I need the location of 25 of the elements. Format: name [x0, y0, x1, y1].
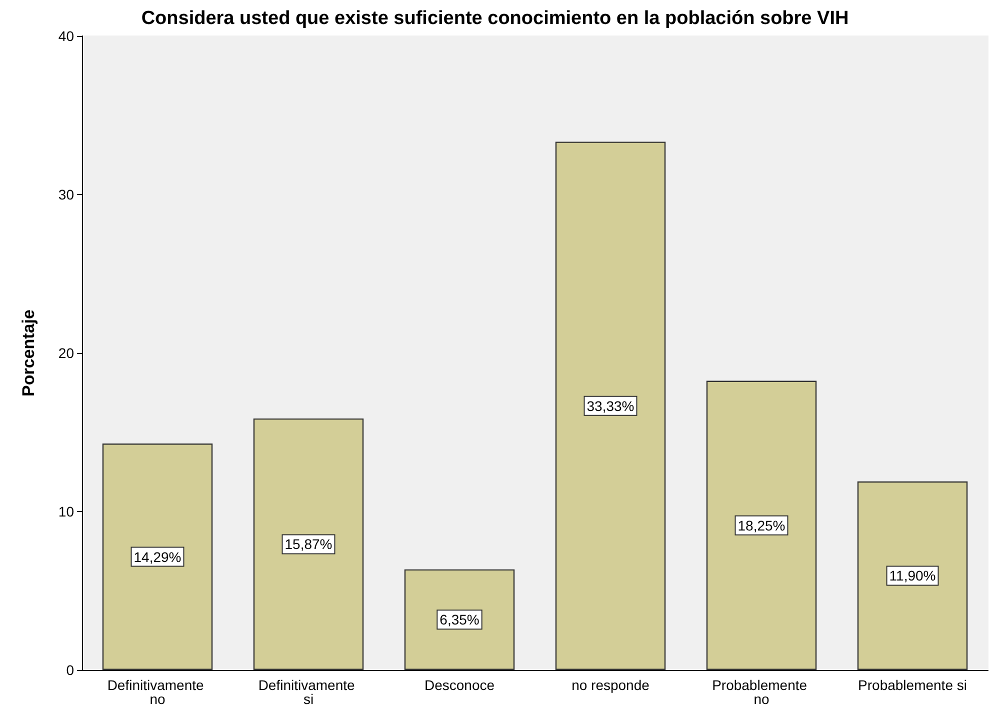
x-tick-label: Desconoce — [424, 677, 495, 693]
data-label: 11,90% — [889, 568, 936, 584]
chart-title: Considera usted que existe suficiente conocimiento en la población sobre VIH — [141, 8, 849, 29]
x-tick-label: no responde — [572, 677, 650, 693]
data-label: 33,33% — [586, 398, 634, 414]
y-tick-label: 30 — [58, 186, 74, 202]
data-label: 14,29% — [134, 548, 182, 565]
bar — [706, 380, 817, 670]
x-tick-label: Probablemente si — [858, 677, 967, 693]
data-label: 15,87% — [284, 536, 332, 552]
bar — [253, 418, 364, 670]
y-tick-label: 20 — [58, 345, 74, 361]
y-tick-label: 10 — [58, 504, 74, 520]
data-label: 6,35% — [440, 612, 480, 628]
y-axis-title: Porcentaje — [19, 310, 38, 396]
x-tick-label: Definitivamente no — [107, 677, 208, 707]
y-tick-label: 40 — [58, 28, 74, 44]
bar — [555, 142, 666, 670]
data-label: 18,25% — [738, 517, 786, 534]
bar — [102, 444, 213, 670]
y-tick-label: 0 — [66, 662, 74, 678]
bar — [404, 569, 515, 670]
bar — [857, 481, 968, 670]
x-tick-label: Definitivamente si — [258, 677, 359, 707]
x-tick-label: Probablemente no — [712, 677, 811, 707]
